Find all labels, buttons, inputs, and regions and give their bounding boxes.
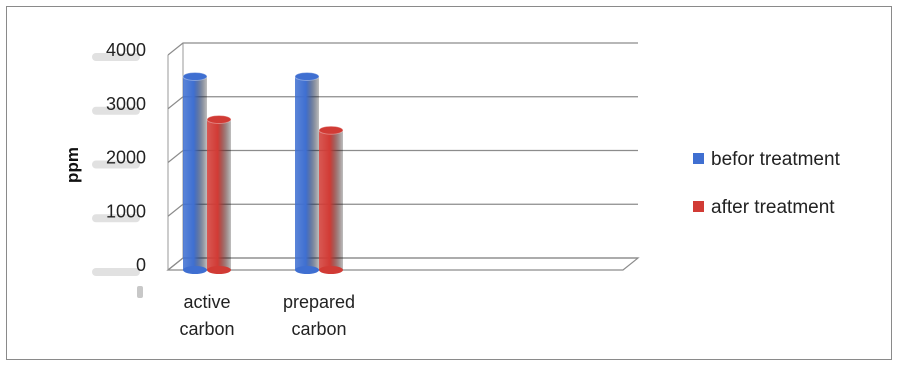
- bar-base: [319, 266, 343, 274]
- bar-body: [319, 130, 343, 270]
- y-tick: 1000: [92, 201, 146, 223]
- tick-shadow: [92, 268, 140, 276]
- bar-body: [295, 76, 319, 270]
- gridline: [167, 257, 638, 271]
- x-category-label: active: [183, 292, 230, 312]
- bars: [182, 72, 344, 274]
- y-tick-label: 3000: [106, 94, 146, 114]
- bar: [206, 115, 232, 274]
- legend-item: befor treatment: [693, 149, 841, 170]
- bar-base: [183, 266, 207, 274]
- x-category-label: prepared: [283, 292, 355, 312]
- y-tick-label: 0: [136, 255, 146, 275]
- chart-frame: [6, 6, 892, 360]
- bar: [318, 125, 344, 274]
- tick-shadow: [92, 106, 140, 115]
- y-tick-label: 2000: [106, 148, 146, 168]
- tick-shadow: [92, 53, 140, 61]
- chart-floor: [166, 257, 640, 271]
- gridline: [167, 42, 638, 56]
- legend-label: after treatment: [711, 197, 835, 218]
- x-category-labels: active carbon prepared carbon: [179, 292, 355, 339]
- legend-item: after treatment: [693, 197, 835, 218]
- x-category-label: carbon: [291, 319, 346, 339]
- bar-body: [183, 76, 207, 270]
- y-tick: 4000: [92, 40, 146, 61]
- legend: befor treatment after treatment: [693, 149, 841, 218]
- bar: [294, 72, 320, 274]
- gridline: [167, 203, 638, 217]
- grid-lines: [166, 42, 640, 271]
- tick-shadow: [92, 214, 140, 223]
- gridline: [167, 96, 638, 110]
- legend-label: befor treatment: [711, 149, 841, 170]
- y-tick-label: 4000: [106, 40, 146, 60]
- bar-top: [294, 72, 320, 81]
- y-tick-labels: 0 1000 2000 3000 4000: [92, 40, 146, 298]
- y-tick-label: 1000: [106, 201, 146, 221]
- y-tick: 0: [92, 255, 146, 276]
- x-category-label: carbon: [179, 319, 234, 339]
- legend-swatch: [693, 201, 704, 212]
- axis-marker: [137, 286, 143, 298]
- bar-top: [206, 115, 232, 124]
- bar-base: [295, 266, 319, 274]
- tick-shadow: [92, 160, 140, 169]
- legend-swatch: [693, 153, 704, 164]
- bar-top: [318, 125, 344, 135]
- y-tick: 2000: [92, 148, 146, 169]
- bar-top: [182, 72, 208, 81]
- gridline: [167, 149, 638, 163]
- y-axis-label: ppm: [63, 147, 82, 183]
- y-tick: 3000: [92, 94, 146, 115]
- bar: [182, 72, 208, 274]
- bar-body: [207, 119, 231, 270]
- bar-base: [207, 266, 231, 274]
